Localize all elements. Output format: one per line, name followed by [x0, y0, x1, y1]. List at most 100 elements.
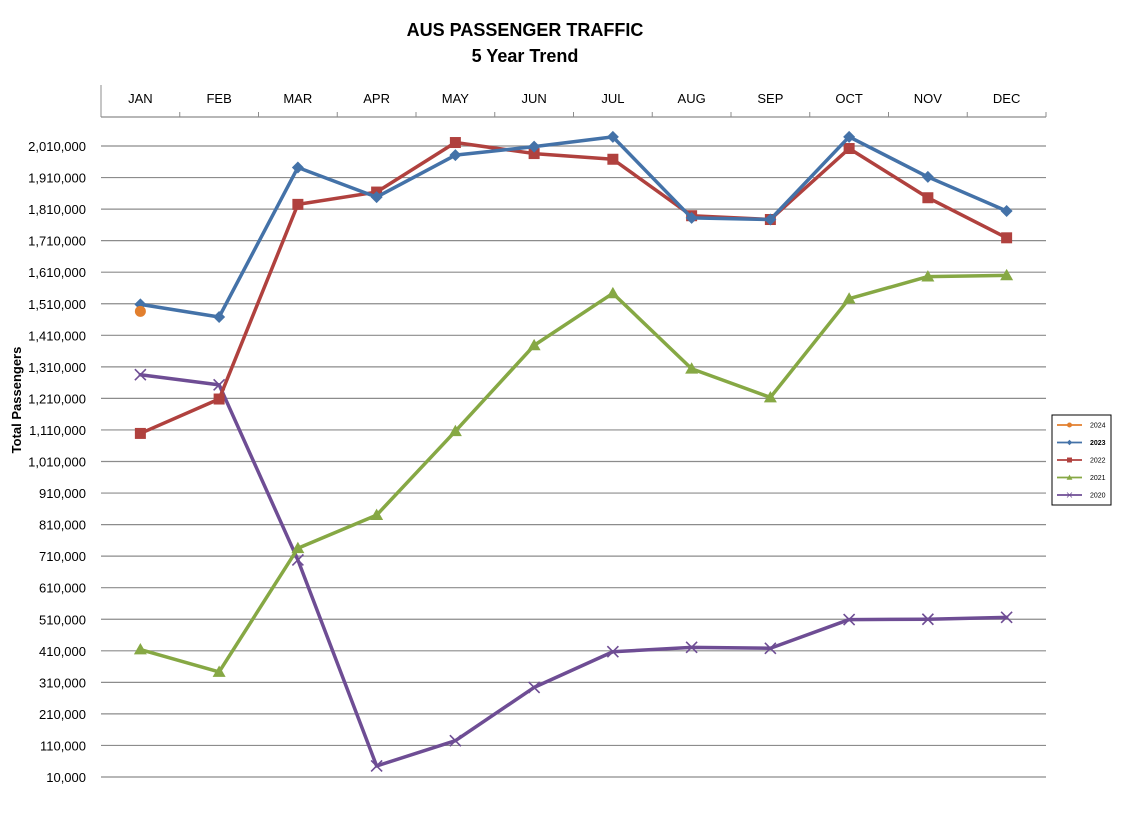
data-point — [843, 613, 856, 626]
data-point-stroke — [685, 641, 698, 654]
legend-item-2024: 2024 — [1057, 423, 1106, 430]
data-point — [213, 311, 226, 324]
data-point — [527, 338, 541, 351]
y-tick-label: 510,000 — [39, 612, 86, 627]
y-tick-label: 1,210,000 — [28, 391, 86, 406]
y-tick-label: 310,000 — [39, 675, 86, 690]
data-point — [1066, 474, 1073, 480]
data-point — [449, 137, 461, 149]
data-point — [291, 161, 304, 174]
legend-label: 2024 — [1090, 423, 1106, 430]
legend-label: 2020 — [1090, 493, 1106, 500]
data-point-stroke — [764, 642, 777, 655]
data-point — [607, 153, 619, 165]
series-2020 — [134, 368, 1013, 773]
y-tick-label: 10,000 — [46, 770, 86, 785]
data-point — [528, 140, 541, 153]
legend-item-2020: 2020 — [1057, 492, 1106, 500]
y-tick-label: 1,110,000 — [29, 423, 86, 438]
y-tick-label: 810,000 — [39, 518, 86, 533]
data-point — [292, 198, 304, 210]
data-point-stroke — [370, 759, 383, 773]
data-point — [764, 213, 777, 226]
series-line-2020 — [138, 372, 1009, 768]
data-point — [606, 286, 620, 299]
data-point — [1000, 204, 1013, 217]
x-tick-label: MAR — [283, 91, 312, 106]
x-tick-label: MAY — [442, 91, 470, 106]
data-point-stroke — [291, 553, 304, 567]
data-point-stroke — [921, 613, 934, 626]
x-tick-label: OCT — [835, 91, 863, 106]
y-tick-label: 1,910,000 — [28, 171, 86, 186]
data-point — [134, 305, 146, 317]
data-point — [843, 143, 855, 155]
x-tick-label: SEP — [757, 91, 783, 106]
chart-title: AUS PASSENGER TRAFFIC — [407, 20, 644, 40]
x-tick-label: AUG — [678, 91, 706, 106]
data-point — [922, 192, 934, 204]
y-tick-label: 910,000 — [39, 486, 86, 501]
data-point — [606, 645, 619, 658]
x-tick-label: NOV — [914, 91, 943, 106]
y-tick-label: 1,610,000 — [28, 265, 86, 280]
data-point — [1000, 268, 1014, 281]
data-point-stroke — [213, 378, 226, 391]
data-point — [843, 130, 856, 143]
series-line-2021 — [138, 273, 1009, 674]
data-point — [370, 508, 384, 521]
data-point — [370, 759, 383, 773]
chart-subtitle: 5 Year Trend — [472, 46, 579, 66]
y-tick-label: 1,310,000 — [28, 360, 86, 375]
data-point — [370, 191, 383, 204]
y-tick-label: 610,000 — [39, 581, 86, 596]
series-2021 — [133, 268, 1014, 677]
legend-item-2021: 2021 — [1057, 474, 1106, 482]
data-point — [528, 148, 540, 160]
legend-label: 2021 — [1090, 475, 1106, 482]
data-point — [763, 390, 777, 403]
series-2024 — [134, 305, 146, 317]
data-point — [133, 643, 147, 655]
data-point — [212, 665, 226, 677]
data-point — [528, 681, 541, 694]
data-point — [134, 427, 146, 439]
data-point — [842, 292, 856, 304]
data-point — [449, 149, 462, 162]
legend-item-2022: 2022 — [1057, 458, 1106, 465]
data-point — [449, 734, 462, 747]
data-point — [1066, 492, 1073, 498]
data-point — [1001, 232, 1013, 244]
data-point — [1067, 457, 1072, 463]
y-tick-label: 1,810,000 — [28, 202, 86, 217]
data-point — [764, 642, 777, 655]
y-tick-label: 410,000 — [39, 644, 86, 659]
legend-item-2023: 2023 — [1057, 439, 1106, 447]
data-point-stroke — [528, 681, 541, 694]
data-point — [685, 641, 698, 654]
y-tick-label: 1,410,000 — [28, 328, 86, 343]
y-tick-label: 1,710,000 — [28, 234, 86, 249]
x-tick-label: JUN — [521, 91, 546, 106]
series-line-2022 — [138, 140, 1009, 436]
axis-layer: 10,000 110,000 210,000 310,000 410,000 510,00… — [28, 85, 1047, 785]
grid-layer — [101, 116, 1046, 778]
x-tick-label: APR — [363, 91, 390, 106]
legend-label: 2023 — [1090, 440, 1106, 447]
data-point — [1067, 422, 1072, 428]
y-tick-label: 710,000 — [39, 549, 86, 564]
data-point — [685, 362, 699, 374]
x-tick-label: DEC — [993, 91, 1020, 106]
data-point — [213, 393, 225, 405]
data-point — [921, 270, 935, 282]
data-point — [606, 130, 619, 143]
series-layer — [133, 130, 1014, 773]
x-tick-label: JAN — [128, 91, 153, 106]
data-point-stroke — [843, 613, 856, 626]
data-point — [134, 368, 147, 381]
data-point — [685, 211, 698, 224]
data-point — [291, 541, 305, 554]
series-line-2023 — [138, 135, 1009, 319]
data-point-stroke — [134, 368, 147, 381]
